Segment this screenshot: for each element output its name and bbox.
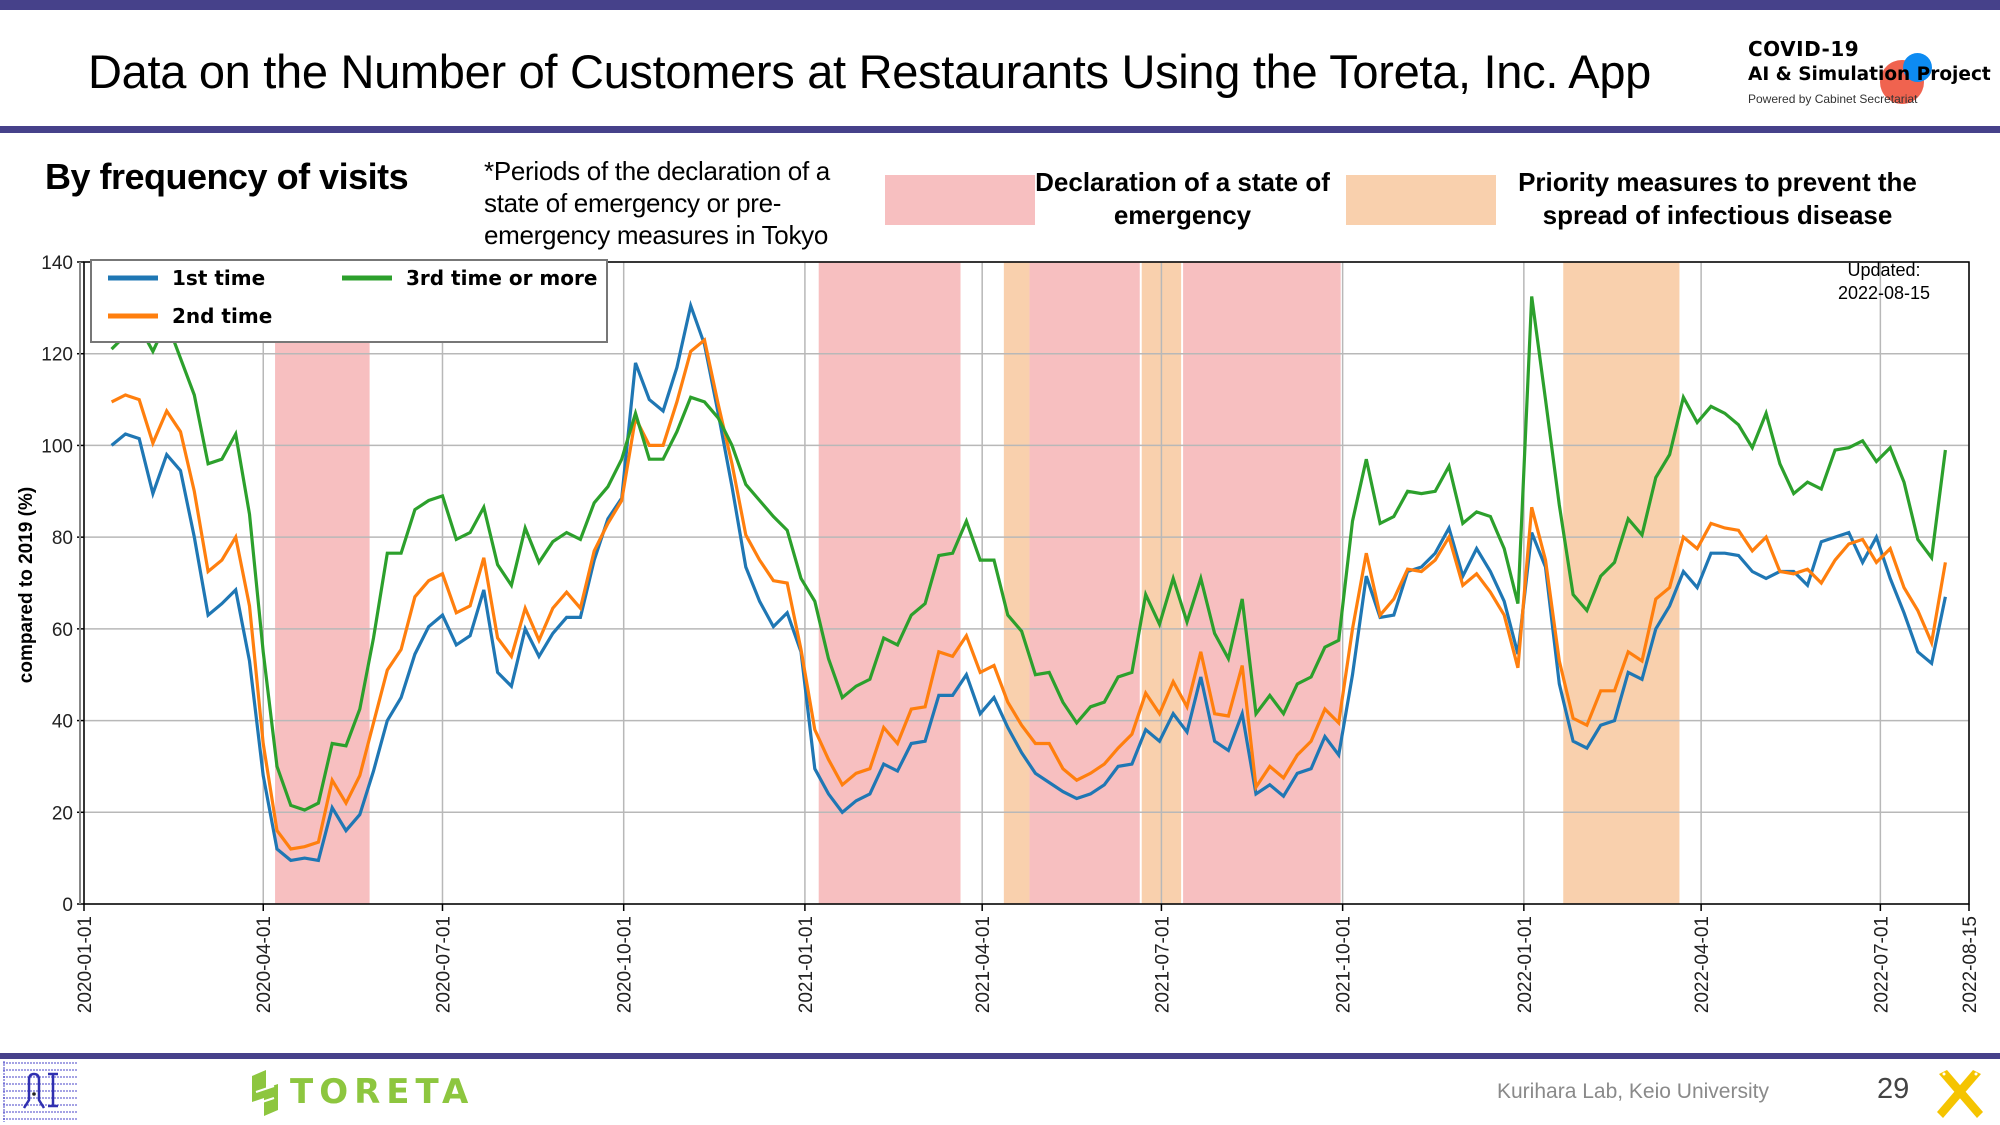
y-tick-label: 100 — [41, 436, 73, 457]
priority-legend-swatch — [1346, 175, 1496, 225]
emergency-period — [818, 262, 961, 904]
emergency-legend-swatch — [885, 175, 1035, 225]
series-line-1st-time — [110, 299, 1947, 863]
priority-legend-label: Priority measures to prevent the spread … — [1518, 167, 1917, 230]
plot-frame — [83, 261, 1970, 905]
kurihara-lab-ai-logo — [3, 1061, 78, 1122]
top-frame-bar — [0, 0, 2000, 10]
x-tick-label: 2020-04-01 — [254, 916, 275, 1013]
emergency-period — [1183, 262, 1341, 904]
brand-line-1: COVID-19 — [1748, 37, 1860, 61]
x-tick-label: 2020-10-01 — [615, 916, 636, 1013]
page-number: 29 — [1877, 1073, 1910, 1105]
y-tick-label: 20 — [52, 803, 73, 824]
crossed-pens-icon — [1937, 1070, 1983, 1118]
series-line-2nd-time — [110, 337, 1947, 851]
legend-label: 2nd time — [172, 304, 272, 328]
y-tick-label: 120 — [41, 345, 73, 366]
toreta-brand-text: TORETA — [290, 1072, 475, 1112]
y-tick-label: 40 — [52, 712, 73, 733]
toreta-chair-icon — [252, 1070, 278, 1116]
x-tick-label: 2022-08-15 — [1960, 916, 1981, 1013]
header-divider-bar — [0, 126, 2000, 133]
covid-ai-project-logo: COVID-19 AI & Simulation Project Powered… — [1748, 28, 1991, 118]
lab-credit: Kurihara Lab, Keio University — [1497, 1080, 1769, 1103]
y-tick-label: 140 — [41, 253, 73, 274]
x-tick-label: 2022-07-01 — [1871, 916, 1892, 1013]
emergency-period — [275, 262, 370, 904]
priority-period — [1563, 262, 1680, 904]
legend-label: 3rd time or more — [406, 266, 597, 290]
series-line-3rd-time-or-more — [110, 296, 1947, 812]
brand-line-3: Powered by Cabinet Secretariat — [1748, 92, 1918, 106]
shaded-periods — [275, 262, 1680, 904]
y-tick-label: 60 — [52, 620, 73, 641]
brand-line-2: AI & Simulation Project — [1748, 64, 1991, 85]
page-title: Data on the Number of Customers at Resta… — [88, 45, 1651, 98]
y-tick-label: 80 — [52, 528, 73, 549]
legend-box — [90, 259, 608, 343]
shading-note: *Periods of the declaration of a state o… — [484, 156, 830, 250]
x-tick-label: 2022-04-01 — [1692, 916, 1713, 1013]
footer-divider-bar — [0, 1053, 2000, 1059]
y-tick-label: 0 — [62, 895, 73, 916]
axes: 0 20 40 60 80 100 120 140 2020-01-01 2020-04-01 20… — [41, 253, 1981, 1013]
chart-legend: 1st time 2nd time 3rd time or more — [90, 259, 608, 343]
line-chart: 0 20 40 60 80 100 120 140 2020-01-01 2020-04-01 20… — [16, 253, 1981, 1013]
y-axis-label: compared to 2019 (%) — [16, 487, 37, 683]
x-tick-label: 2020-01-01 — [75, 916, 96, 1013]
emergency-period — [1029, 262, 1140, 904]
x-tick-label: 2021-10-01 — [1334, 916, 1355, 1013]
x-tick-label: 2020-07-01 — [433, 916, 454, 1013]
priority-period — [1003, 262, 1030, 904]
legend-label: 1st time — [172, 266, 265, 290]
x-tick-label: 2022-01-01 — [1515, 916, 1536, 1013]
section-title: By frequency of visits — [45, 156, 409, 197]
emergency-legend-label: Declaration of a state of emergency — [1035, 167, 1330, 230]
x-tick-label: 2021-01-01 — [796, 916, 817, 1013]
updated-annotation-line-2: 2022-08-15 — [1838, 283, 1930, 303]
x-tick-label: 2021-07-01 — [1152, 916, 1173, 1013]
blue-circle-icon — [1903, 53, 1932, 82]
x-tick-label: 2021-04-01 — [973, 916, 994, 1013]
updated-annotation-line-1: Updated: — [1847, 260, 1920, 280]
series-lines — [110, 296, 1947, 863]
